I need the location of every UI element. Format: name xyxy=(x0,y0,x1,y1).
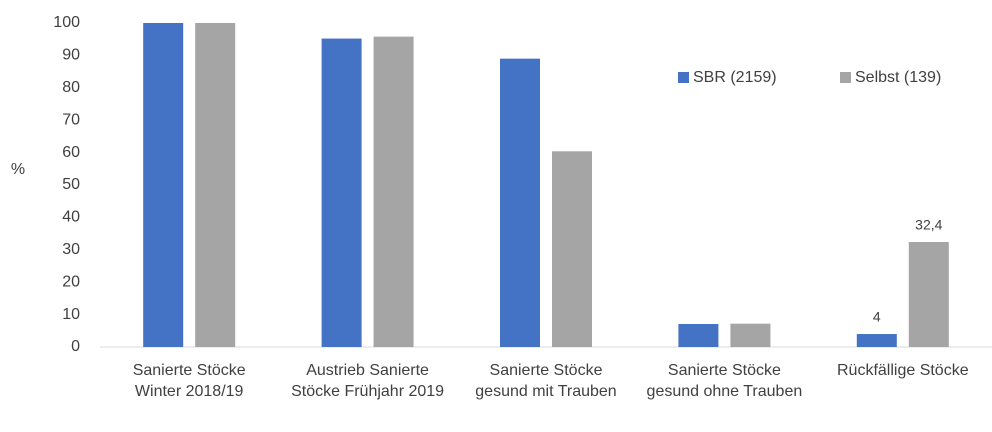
bar xyxy=(856,334,897,347)
y-tick-label: 70 xyxy=(62,111,80,128)
y-tick-label: 90 xyxy=(62,47,80,64)
x-tick-label: Sanierte Stöcke Winter 2018/19 xyxy=(132,362,246,400)
bar xyxy=(678,323,719,347)
legend-swatch xyxy=(678,72,689,83)
y-tick-label: 30 xyxy=(62,241,80,258)
bar xyxy=(908,242,949,347)
y-axis-label: % xyxy=(11,161,25,178)
y-tick-label: 0 xyxy=(71,338,80,355)
bar xyxy=(552,151,592,347)
data-label: 4 xyxy=(873,309,881,325)
bar xyxy=(195,23,236,347)
x-tick-label: Austrieb Sanierte Stöcke Frühjahr 2019 xyxy=(291,362,445,400)
bar xyxy=(321,38,362,347)
x-tick-label: Sanierte Stöcke gesund ohne Trauben xyxy=(646,362,803,400)
data-label: 32,4 xyxy=(915,217,942,233)
bar xyxy=(373,36,414,347)
bar xyxy=(730,323,771,347)
y-tick-label: 60 xyxy=(62,144,80,161)
x-tick-label: Rückfällige Stöcke xyxy=(836,362,969,379)
y-tick-label: 80 xyxy=(62,79,80,96)
legend-label: SBR (2159) xyxy=(693,69,777,86)
x-tick-label: Sanierte Stöcke gesund mit Trauben xyxy=(475,362,617,400)
y-tick-label: 50 xyxy=(62,176,80,193)
y-tick-label: 40 xyxy=(62,209,80,226)
legend-label: Selbst (139) xyxy=(855,69,941,86)
y-tick-label: 100 xyxy=(53,14,80,31)
y-tick-label: 10 xyxy=(62,306,80,323)
legend-swatch xyxy=(840,72,851,83)
bar xyxy=(500,58,540,347)
y-tick-label: 20 xyxy=(62,273,80,290)
bar xyxy=(143,23,184,347)
